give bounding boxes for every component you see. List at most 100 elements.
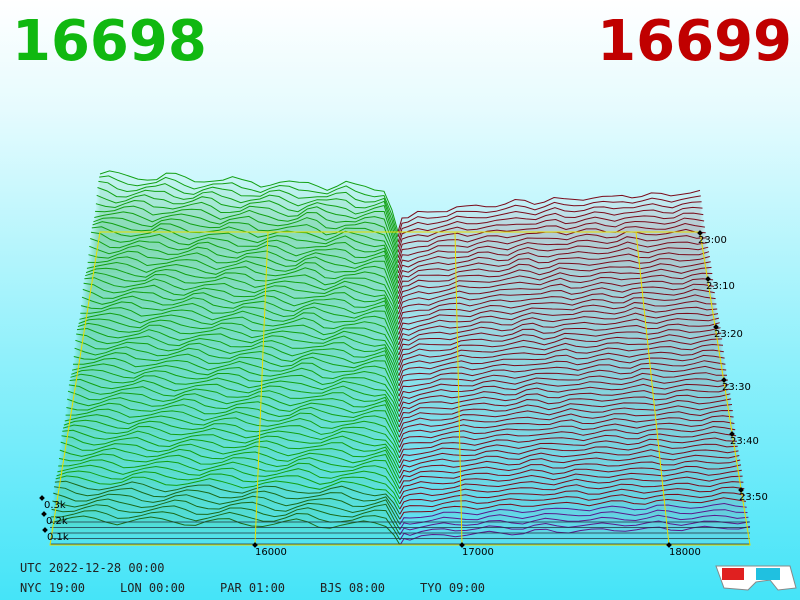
ask-line (399, 437, 737, 464)
ask-line (398, 272, 713, 310)
ask-line (397, 217, 705, 258)
ask-line (398, 425, 736, 453)
bid-line (56, 470, 401, 505)
bid-line (99, 170, 399, 233)
ask-line (399, 486, 745, 510)
time-tick (697, 230, 703, 236)
ask-line (398, 332, 722, 366)
price-tick (252, 542, 258, 548)
ask-line (399, 481, 744, 505)
ask-line (398, 420, 735, 448)
ask-line (398, 278, 714, 315)
bid-line (96, 194, 399, 253)
depth-tick-label: 0.2k (46, 516, 68, 527)
bid-line (85, 267, 400, 320)
bid-line (79, 312, 400, 361)
bid-line (58, 459, 401, 494)
time-tick-label: 23:10 (706, 281, 735, 292)
bid-line (64, 414, 400, 453)
ask-line (397, 201, 702, 243)
bid-line (61, 435, 400, 474)
bid-line (95, 199, 399, 258)
bid-line (90, 238, 399, 294)
bid-line (52, 498, 401, 530)
ask-line (399, 502, 747, 525)
ask-line (398, 393, 731, 423)
bid-line (59, 447, 401, 484)
time-tick-label: 23:00 (698, 235, 727, 246)
bid-line (84, 277, 400, 330)
ask-line (398, 322, 720, 356)
bid-line (49, 515, 401, 546)
ask-line (398, 294, 716, 330)
depth-tick (41, 511, 47, 517)
ask-line (398, 365, 727, 397)
price-grid-line (254, 231, 269, 546)
bid-line (95, 205, 399, 263)
bid-line (68, 384, 400, 428)
bid-line (77, 322, 400, 371)
ask-line (398, 312, 719, 346)
ask-line (398, 306, 718, 340)
bid-line (86, 261, 399, 315)
bid-line (62, 429, 400, 469)
bid-line (50, 510, 401, 541)
depth-tick (42, 527, 48, 533)
ask-line (397, 261, 711, 299)
bid-line (73, 357, 400, 402)
bid-line (83, 282, 400, 335)
ask-line (399, 509, 748, 530)
bid-line (76, 327, 400, 376)
bid-price: 16698 (12, 9, 207, 74)
depth-tick-label: 0.1k (47, 532, 69, 543)
bid-line (69, 378, 400, 423)
ask-line (398, 360, 726, 392)
ask-line (399, 443, 738, 469)
bid-line (74, 346, 400, 392)
depth-tick-label: 0.3k (44, 500, 66, 511)
bid-line (93, 217, 399, 274)
ask-line (398, 283, 714, 320)
time-tick (729, 431, 735, 437)
bid-line (87, 256, 399, 310)
floor-outline (49, 231, 751, 546)
bid-line (80, 307, 400, 356)
bid-line (67, 397, 400, 438)
ask-line (398, 349, 724, 381)
time-tick (713, 324, 719, 330)
ask-line (397, 246, 709, 284)
bid-line (98, 180, 399, 243)
ask-price: 16699 (597, 9, 792, 74)
bid-line (54, 480, 401, 515)
bid-line (73, 352, 400, 397)
bid-line (55, 475, 401, 510)
bid-line (91, 226, 399, 284)
time-tick-label: 23:50 (739, 492, 768, 503)
bid-line (71, 369, 400, 412)
time-tick (738, 487, 744, 493)
world-clock: NYC 19:00 (20, 581, 85, 595)
bid-line (76, 333, 400, 381)
price-grid-line (454, 231, 463, 546)
bid-line (90, 231, 399, 289)
cyan-lens (756, 568, 780, 580)
bid-line (51, 504, 401, 535)
price-tick-label: 16000 (255, 547, 287, 558)
floor-frame (49, 231, 751, 546)
bid-line (88, 250, 399, 304)
ask-line (399, 469, 742, 494)
ask-line (399, 475, 743, 500)
utc-clock: UTC 2022-12-28 00:00 (20, 561, 165, 575)
bid-line (66, 402, 400, 443)
bid-line (70, 373, 400, 417)
time-tick (721, 377, 727, 383)
ask-line (397, 212, 704, 253)
ask-line (398, 383, 729, 412)
bid-line (75, 339, 400, 387)
bid-line (63, 419, 400, 459)
bid-line (67, 390, 400, 433)
ask-line (397, 206, 703, 248)
world-clock: TYO 09:00 (420, 581, 485, 595)
ask-line (397, 195, 701, 238)
